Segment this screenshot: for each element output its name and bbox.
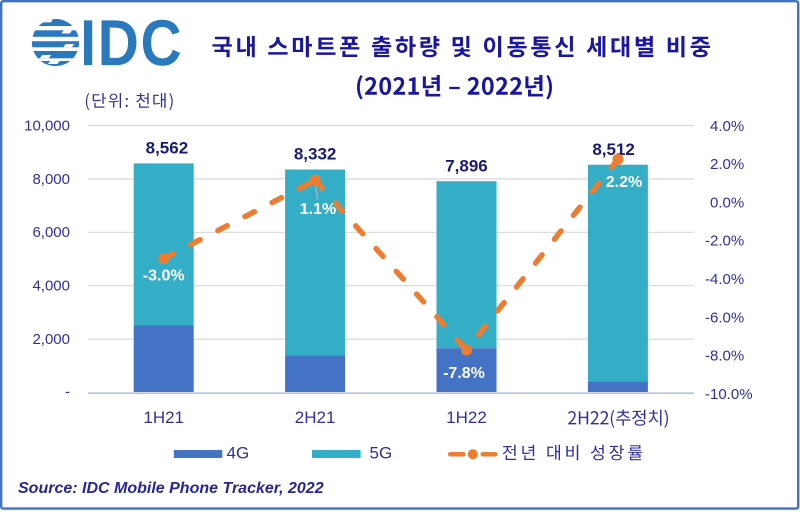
svg-text:2,000: 2,000 <box>32 331 70 348</box>
svg-text:1H21: 1H21 <box>143 408 184 427</box>
svg-text:8,512: 8,512 <box>592 140 635 159</box>
svg-text:2.0%: 2.0% <box>710 156 744 173</box>
svg-text:1.1%: 1.1% <box>300 201 336 218</box>
svg-text:4,000: 4,000 <box>32 278 70 295</box>
svg-text:4.0%: 4.0% <box>710 118 744 135</box>
svg-text:2H21: 2H21 <box>295 408 336 427</box>
svg-text:-: - <box>65 384 70 401</box>
svg-text:-2.0%: -2.0% <box>705 233 744 250</box>
svg-text:8,562: 8,562 <box>146 139 189 158</box>
svg-text:Source: IDC Mobile Phone Track: Source: IDC Mobile Phone Tracker, 2022 <box>18 480 324 497</box>
svg-text:-4.0%: -4.0% <box>705 271 744 288</box>
svg-text:-8.0%: -8.0% <box>705 348 744 365</box>
svg-text:4G: 4G <box>227 444 250 463</box>
svg-text:-6.0%: -6.0% <box>705 309 744 326</box>
svg-text:8,000: 8,000 <box>32 171 70 188</box>
svg-text:-7.8%: -7.8% <box>443 365 485 382</box>
svg-text:1H22: 1H22 <box>446 408 487 427</box>
svg-text:0.0%: 0.0% <box>710 195 744 212</box>
svg-text:8,332: 8,332 <box>294 145 337 164</box>
svg-text:2.2%: 2.2% <box>606 174 642 191</box>
svg-text:-10.0%: -10.0% <box>705 386 753 403</box>
svg-text:-3.0%: -3.0% <box>143 267 185 284</box>
svg-text:10,000: 10,000 <box>24 117 70 134</box>
svg-text:6,000: 6,000 <box>32 224 70 241</box>
svg-text:5G: 5G <box>370 444 393 463</box>
svg-text:7,896: 7,896 <box>445 156 488 175</box>
